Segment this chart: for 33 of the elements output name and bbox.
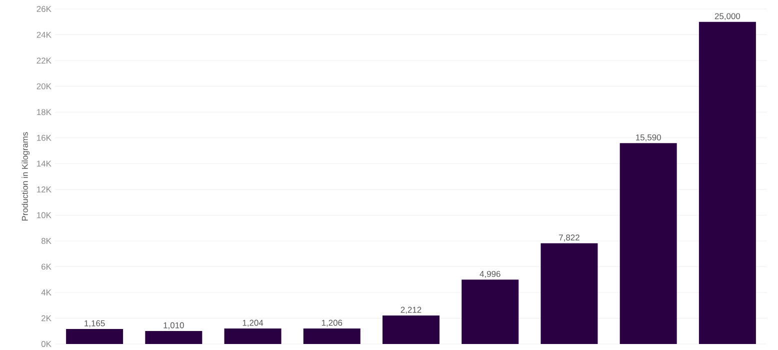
bar bbox=[66, 328, 124, 344]
y-tick-label: 12K bbox=[37, 186, 52, 192]
y-tick-label: 18K bbox=[37, 109, 52, 116]
data-label: 1,204 bbox=[242, 320, 264, 327]
y-tick-label: 20K bbox=[36, 83, 52, 90]
data-label: 15,590 bbox=[636, 134, 661, 142]
y-tick-label: 6K bbox=[42, 264, 52, 270]
bar bbox=[224, 328, 282, 344]
data-label: 25,000 bbox=[714, 13, 740, 20]
y-tick-label: 26K bbox=[36, 6, 52, 12]
data-label: 1,010 bbox=[164, 322, 184, 330]
data-label: 4,996 bbox=[480, 270, 500, 278]
y-tick-label: 24K bbox=[36, 32, 52, 38]
data-label: 2,212 bbox=[400, 306, 422, 314]
data-label: 1,206 bbox=[322, 320, 342, 327]
data-label: 1,165 bbox=[84, 320, 105, 328]
y-tick-label: 16K bbox=[37, 134, 52, 141]
bar bbox=[540, 243, 598, 344]
y-tick-label: 4K bbox=[41, 290, 52, 296]
bar bbox=[462, 280, 519, 344]
y-tick-label: 2K bbox=[42, 315, 52, 322]
y-tick-label: 22K bbox=[36, 58, 52, 64]
bar bbox=[382, 316, 440, 344]
data-label: 7,822 bbox=[559, 234, 580, 242]
y-tick-label: 0K bbox=[41, 341, 52, 347]
bar bbox=[698, 22, 756, 344]
y-tick-label: 14K bbox=[37, 160, 52, 167]
y-tick-label: 8K bbox=[42, 238, 52, 244]
y-axis-title: Production in Kilograms bbox=[22, 132, 30, 221]
bar bbox=[145, 330, 202, 344]
bar bbox=[620, 143, 677, 344]
y-tick-label: 10K bbox=[37, 212, 52, 218]
bar bbox=[303, 328, 360, 344]
